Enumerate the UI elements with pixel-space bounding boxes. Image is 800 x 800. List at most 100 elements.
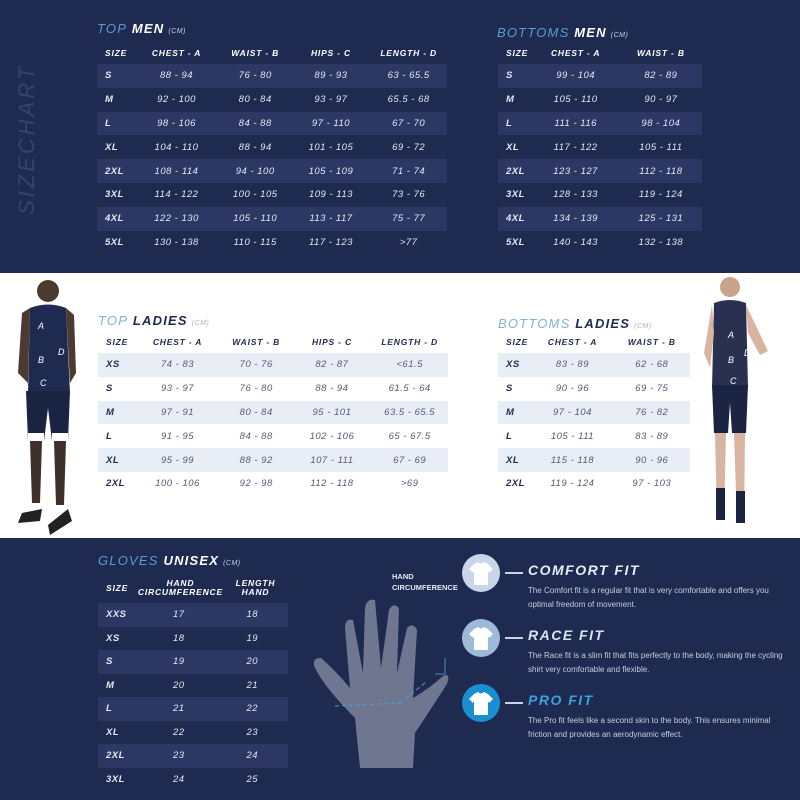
value-cell: 18 bbox=[246, 609, 259, 621]
column-header: HIPS - C bbox=[310, 47, 351, 58]
value-cell: 97 - 91 bbox=[160, 406, 195, 418]
table-body: XXS 17 18 XS 18 19 S 19 20 M 20 21 L 21 22 XL 22 23 2XL 23 2… bbox=[98, 603, 288, 791]
value-cell: 112 - 118 bbox=[310, 478, 354, 490]
table-row: 2XL 123 - 127 112 - 118 bbox=[498, 159, 702, 183]
value-cell: <61.5 bbox=[396, 359, 423, 371]
table-row: M 105 - 110 90 - 97 bbox=[498, 88, 702, 112]
table-row: L 21 22 bbox=[98, 697, 288, 721]
gloves-title: GLOVES UNISEX (CM) bbox=[98, 553, 241, 568]
size-cell: 2XL bbox=[106, 750, 125, 762]
value-cell: 76 - 80 bbox=[239, 383, 273, 395]
value-cell: 19 bbox=[172, 656, 185, 668]
divider bbox=[505, 702, 523, 704]
value-cell: 140 - 143 bbox=[553, 236, 598, 248]
table-body: XS 74 - 83 70 - 76 82 - 87 <61.5 S 93 - 97 76 -… bbox=[98, 353, 448, 496]
column-header: SIZE bbox=[506, 47, 529, 58]
column-header: WAIST - B bbox=[231, 47, 280, 58]
value-cell: 100 - 105 bbox=[232, 189, 278, 201]
male-model-figure: A B C D bbox=[18, 280, 76, 535]
column-header: WAIST - B bbox=[627, 336, 676, 347]
column-header: SIZE bbox=[105, 47, 128, 58]
top-ladies-title: TOP LADIES (CM) bbox=[98, 313, 210, 328]
value-cell: 25 bbox=[246, 773, 259, 785]
table-row: XS 83 - 89 62 - 68 bbox=[498, 353, 690, 377]
fit-title: PRO FIT bbox=[528, 692, 594, 708]
value-cell: 102 - 106 bbox=[309, 430, 355, 442]
table-row: S 99 - 104 82 - 89 bbox=[498, 64, 702, 88]
measure-b-label: B bbox=[728, 355, 734, 365]
value-cell: 19 bbox=[246, 632, 259, 644]
value-cell: 84 - 88 bbox=[239, 430, 273, 442]
value-cell: 109 - 113 bbox=[308, 189, 353, 201]
size-cell: 2XL bbox=[506, 478, 525, 490]
value-cell: 65.5 - 68 bbox=[387, 94, 430, 106]
value-cell: 69 - 72 bbox=[392, 141, 426, 153]
bottoms-men-title: BOTTOMS MEN (CM) bbox=[497, 25, 629, 40]
size-cell: L bbox=[506, 117, 513, 129]
fit-comfort-fit: COMFORT FIT The Comfort fit is a regular… bbox=[462, 554, 792, 614]
value-cell: 76 - 82 bbox=[635, 406, 669, 418]
column-header: CHEST - A bbox=[547, 336, 598, 347]
size-cell: XL bbox=[105, 141, 119, 153]
value-cell: 97 - 103 bbox=[632, 478, 672, 490]
table-row: M 97 - 104 76 - 82 bbox=[498, 400, 690, 425]
shirt-icon bbox=[462, 554, 500, 592]
size-cell: XS bbox=[106, 359, 120, 371]
gloves-table: SIZE HAND CIRCUMFERENCE LENGTH HAND XXS 17 18… bbox=[98, 573, 288, 791]
value-cell: 90 - 96 bbox=[635, 454, 669, 466]
fit-pro-fit: PRO FIT The Pro fit feels like a second … bbox=[462, 684, 792, 744]
table-header: SIZE CHEST - A WAIST - B HIPS - C LENGTH - D bbox=[98, 331, 448, 353]
bottoms-men-table: SIZE CHEST - A WAIST - B S 99 - 104 82 - 89 M 1… bbox=[498, 42, 702, 254]
size-cell: XL bbox=[106, 454, 120, 466]
value-cell: 128 - 133 bbox=[553, 189, 598, 201]
measure-a-label: A bbox=[37, 321, 44, 331]
value-cell: 63.5 - 65.5 bbox=[384, 406, 436, 418]
bottoms-ladies-table: SIZE CHEST - A WAIST - B XS 83 - 89 62 - 68 S 9… bbox=[498, 331, 690, 496]
table-row: 2XL 119 - 124 97 - 103 bbox=[498, 472, 690, 496]
size-cell: M bbox=[506, 406, 515, 418]
table-body: S 99 - 104 82 - 89 M 105 - 110 90 - 97 L 111 - … bbox=[498, 64, 702, 254]
table-row: XXS 17 18 bbox=[98, 603, 288, 627]
value-cell: 88 - 94 bbox=[159, 70, 194, 82]
value-cell: 80 - 84 bbox=[238, 94, 272, 106]
hand-circumference-label: HAND CIRCUMFERENCE bbox=[392, 572, 458, 592]
value-cell: 111 - 116 bbox=[554, 117, 597, 129]
size-cell: 2XL bbox=[105, 165, 124, 177]
size-cell: XXS bbox=[106, 609, 127, 621]
table-row: S 88 - 94 76 - 80 89 - 93 63 - 65.5 bbox=[97, 64, 447, 88]
column-header: CHEST - A bbox=[152, 336, 203, 347]
column-header: CHEST - A bbox=[550, 47, 601, 58]
value-cell: 23 bbox=[172, 750, 185, 762]
value-cell: 23 bbox=[246, 726, 259, 738]
value-cell: 125 - 131 bbox=[638, 213, 684, 225]
value-cell: 90 - 97 bbox=[644, 94, 678, 106]
value-cell: 94 - 100 bbox=[235, 165, 275, 177]
table-row: XS 74 - 83 70 - 76 82 - 87 <61.5 bbox=[98, 353, 448, 377]
value-cell: 105 - 109 bbox=[308, 165, 354, 177]
value-cell: 132 - 138 bbox=[638, 236, 684, 248]
table-row: L 105 - 111 83 - 89 bbox=[498, 424, 690, 448]
size-cell: L bbox=[106, 430, 113, 442]
value-cell: 63 - 65.5 bbox=[387, 70, 430, 82]
value-cell: 115 - 118 bbox=[550, 454, 595, 466]
value-cell: >77 bbox=[399, 236, 418, 248]
table-row: L 111 - 116 98 - 104 bbox=[498, 111, 702, 136]
column-header: HAND CIRCUMFERENCE bbox=[137, 578, 223, 597]
value-cell: 74 - 83 bbox=[160, 359, 195, 371]
value-cell: 83 - 89 bbox=[555, 359, 589, 371]
measure-a-label: A bbox=[727, 330, 734, 340]
table-row: XL 22 23 bbox=[98, 721, 288, 745]
value-cell: 122 - 130 bbox=[154, 213, 199, 225]
value-cell: 67 - 69 bbox=[393, 454, 427, 466]
value-cell: 101 - 105 bbox=[308, 141, 354, 153]
size-cell: 2XL bbox=[106, 478, 125, 490]
size-cell: 5XL bbox=[506, 236, 525, 248]
value-cell: 83 - 89 bbox=[635, 430, 669, 442]
value-cell: 105 - 111 bbox=[550, 430, 595, 442]
measure-c-label: C bbox=[730, 376, 737, 386]
value-cell: >69 bbox=[400, 478, 419, 490]
fit-description: The Comfort fit is a regular fit that is… bbox=[528, 586, 769, 609]
value-cell: 119 - 124 bbox=[638, 189, 683, 201]
value-cell: 93 - 97 bbox=[314, 94, 348, 106]
size-cell: XS bbox=[106, 632, 120, 644]
